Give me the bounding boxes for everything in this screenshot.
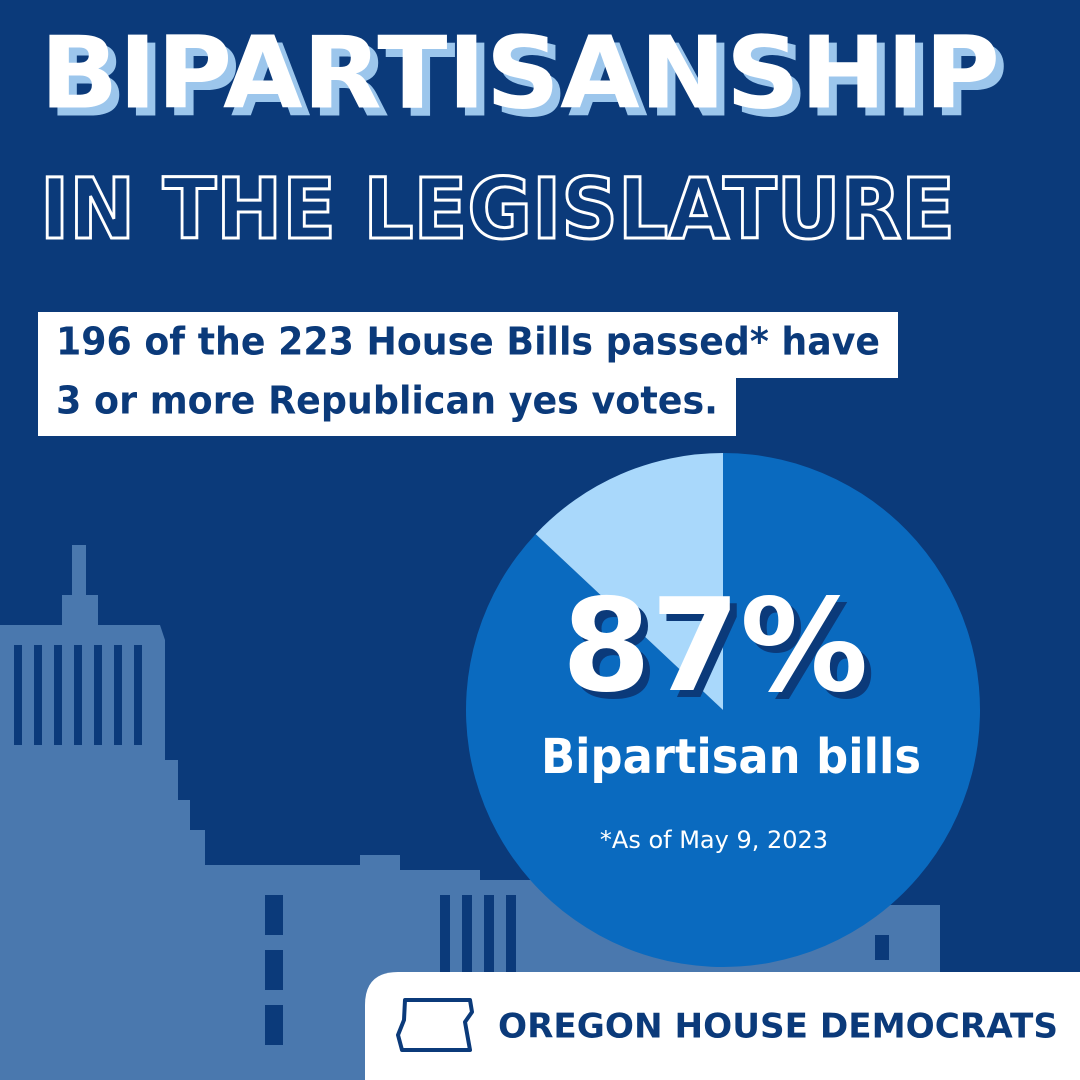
pie-labels: 87%87%Bipartisan bills	[541, 572, 921, 785]
value-label-shadow: 87%	[569, 579, 875, 728]
note: *As of May 9, 2023	[600, 826, 828, 854]
oregon-icon	[396, 998, 474, 1052]
pie	[465, 453, 980, 968]
title-shadow: BIPARTISANSHIP	[48, 22, 1008, 139]
footer-panel	[365, 972, 1080, 1080]
footer-text: OREGON HOUSE DEMOCRATS	[498, 1007, 1058, 1047]
category-label: Bipartisan bills	[541, 729, 921, 785]
pie-slice	[535, 453, 723, 710]
description-box	[38, 312, 898, 378]
capitol-windows	[14, 645, 889, 1045]
description-box	[38, 372, 736, 436]
subtitle: IN THE LEGISLATURE	[40, 160, 955, 258]
description-line: 196 of the 223 House Bills passed* have	[56, 320, 880, 364]
value-label: 87%	[562, 572, 868, 721]
pie-slice	[465, 453, 980, 968]
title: BIPARTISANSHIP	[40, 14, 1000, 131]
description-line: 3 or more Republican yes votes.	[56, 379, 718, 423]
